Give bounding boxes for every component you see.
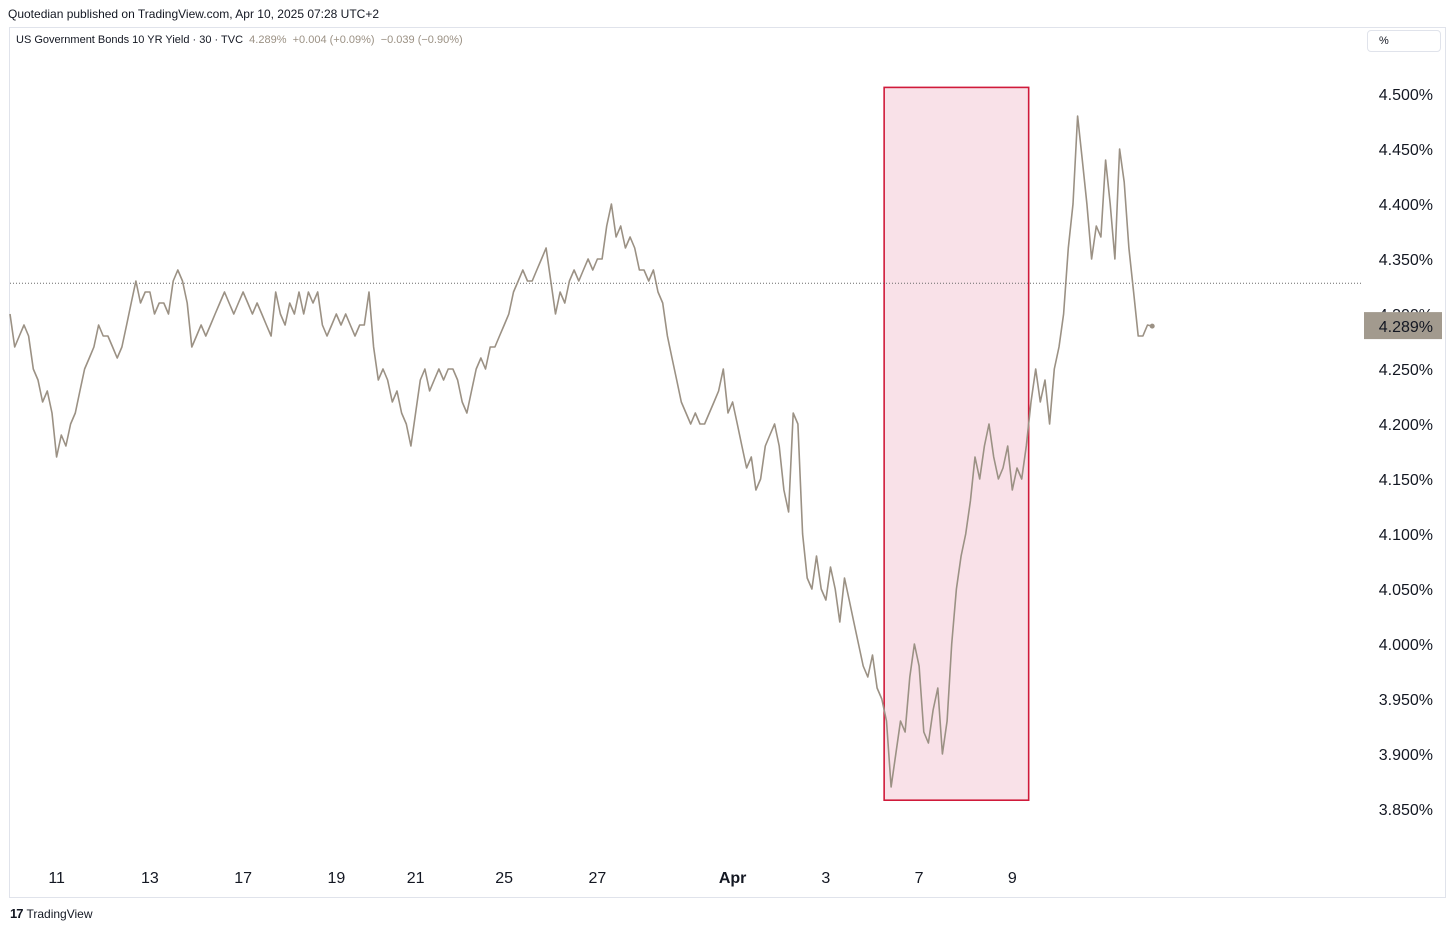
y-tick-label: 3.850% <box>1379 802 1433 819</box>
x-tick-label: 19 <box>327 870 345 887</box>
series-line-0 <box>9 115 1153 788</box>
last-price-badge <box>1364 312 1442 340</box>
last-point-dot <box>1149 323 1155 329</box>
y-tick-label: 4.400% <box>1379 197 1433 214</box>
chart-pane[interactable] <box>9 27 1446 898</box>
symbol-name: US Government Bonds 10 YR Yield · 30 · T… <box>16 34 244 46</box>
y-tick-label: 3.950% <box>1379 692 1433 709</box>
x-tick-label: 3 <box>821 870 830 887</box>
y-tick-label: 4.200% <box>1379 417 1433 434</box>
price-scale-unit-selector[interactable]: % <box>1367 30 1441 52</box>
y-tick-label: 4.150% <box>1379 472 1433 489</box>
x-tick-label: 27 <box>589 870 607 887</box>
brand-name: TradingView <box>26 906 93 921</box>
y-tick-label: 4.350% <box>1379 252 1433 269</box>
x-tick-label: 9 <box>1008 870 1017 887</box>
publisher-header: Quotedian published on TradingView.com, … <box>8 7 380 21</box>
series-layer <box>9 115 1153 788</box>
y-tick-label: 4.450% <box>1379 142 1433 159</box>
y-tick-label: 4.500% <box>1379 87 1433 104</box>
tradingview-logo-icon: 17 <box>10 906 24 921</box>
y-tick-label: 4.250% <box>1379 362 1433 379</box>
change-value-2: −0.039 (−0.90%) <box>380 34 463 46</box>
brand-footer[interactable]: 17 TradingView <box>10 906 93 921</box>
symbol-legend[interactable]: US Government Bonds 10 YR Yield · 30 · T… <box>16 34 463 46</box>
highlight-region <box>883 86 1030 801</box>
y-tick-label: 3.900% <box>1379 747 1433 764</box>
unit-label: % <box>1379 35 1389 47</box>
x-tick-label: 11 <box>48 870 65 887</box>
y-tick-label: 4.100% <box>1379 527 1433 544</box>
x-tick-label: 25 <box>495 870 513 887</box>
last-value: 4.289% <box>249 34 287 46</box>
x-axis: 11 13 17 19 21 25 27 Apr 3 7 9 <box>48 870 1017 887</box>
x-tick-label: 17 <box>234 870 252 887</box>
y-tick-label: 4.000% <box>1379 637 1433 654</box>
x-tick-label: Apr <box>719 870 747 887</box>
x-tick-label: 13 <box>141 870 159 887</box>
change-value: +0.004 (+0.09%) <box>292 34 375 46</box>
y-tick-label: 4.050% <box>1379 582 1433 599</box>
y-axis: 4.500%4.450%4.400%4.350%4.300%4.250%4.20… <box>1379 87 1433 819</box>
x-tick-label: 7 <box>915 870 924 887</box>
x-tick-label: 21 <box>407 870 425 887</box>
highlight-rect <box>883 86 1030 801</box>
last-price-marker: 4.289% <box>1149 312 1442 340</box>
last-price-label: 4.289% <box>1379 319 1433 336</box>
